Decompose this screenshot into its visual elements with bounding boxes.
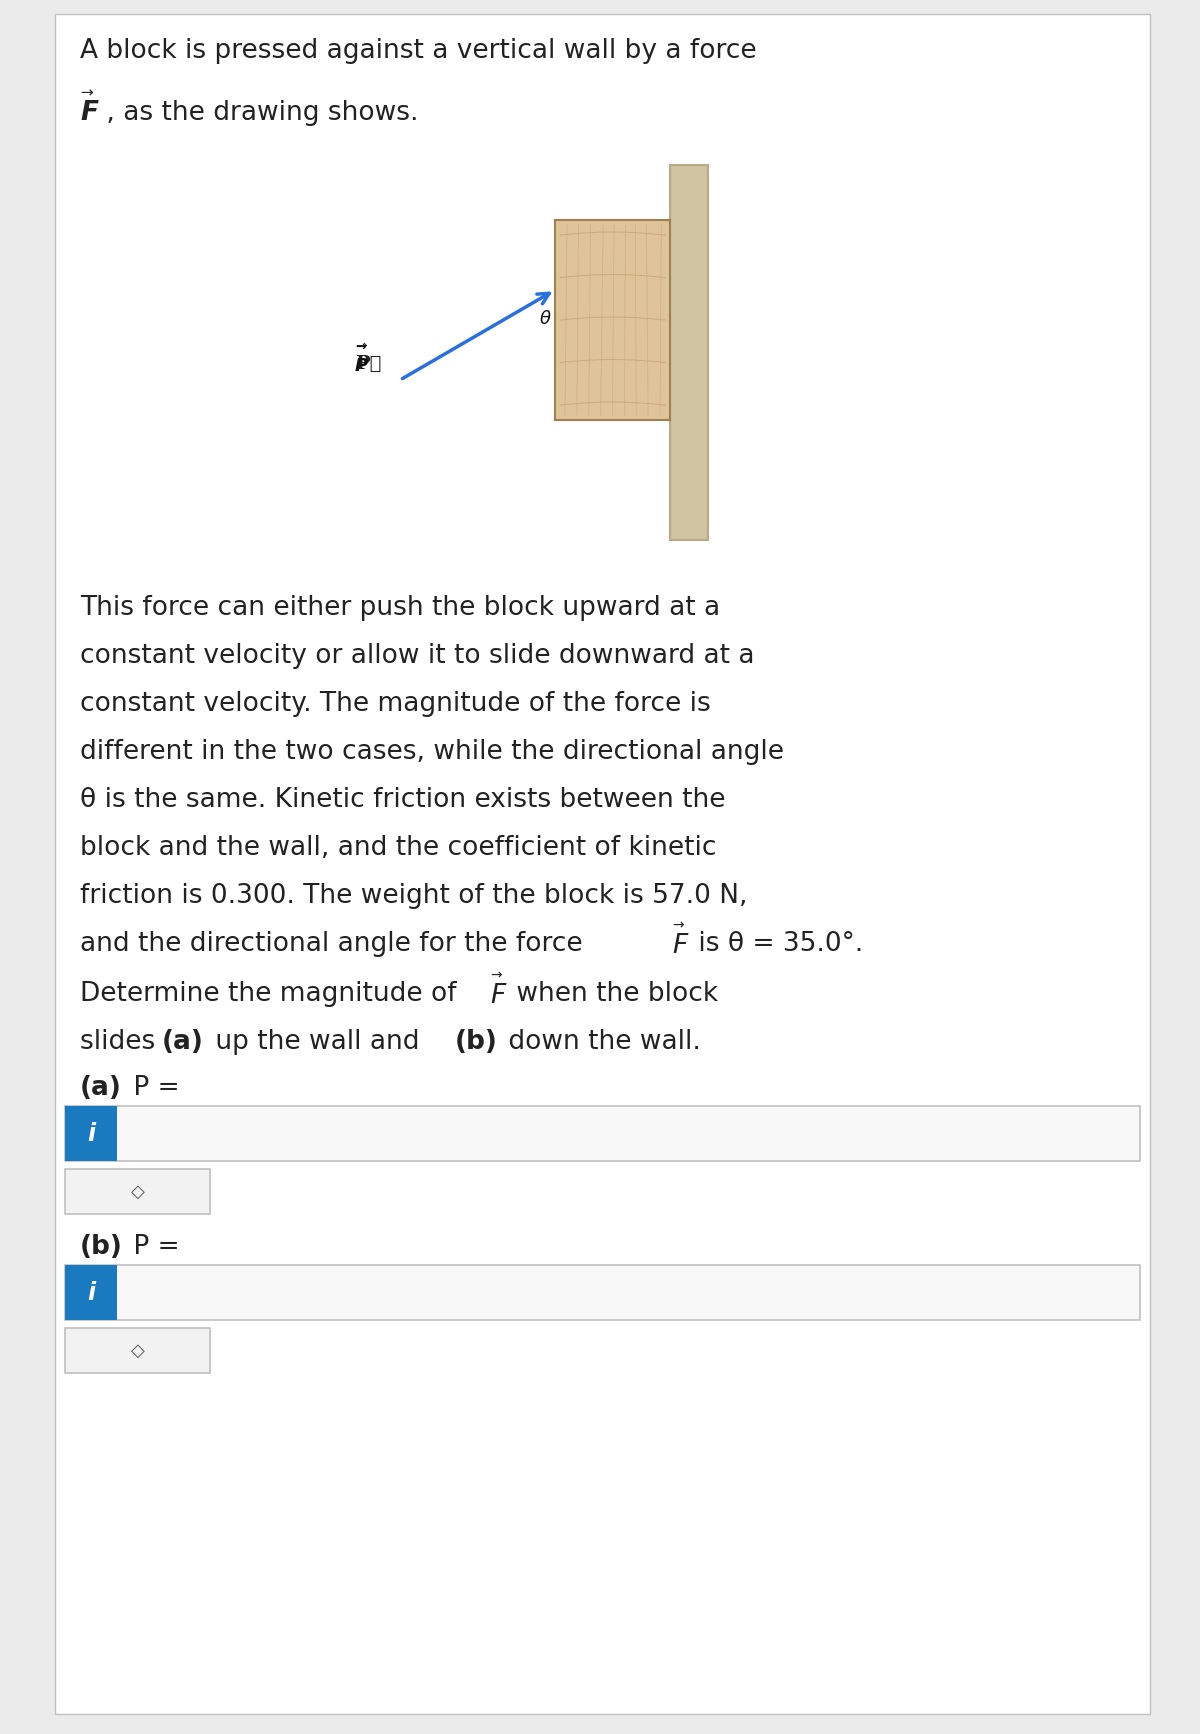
Text: ◇: ◇ (131, 1183, 144, 1200)
Bar (65, 1106, 1140, 1162)
Text: i: i (86, 1122, 95, 1146)
Text: (b): (b) (80, 1235, 122, 1261)
Bar (554, 220, 670, 420)
Text: A block is pressed against a vertical wall by a force: A block is pressed against a vertical wa… (80, 38, 757, 64)
Text: i: i (86, 1281, 95, 1306)
Text: Determine the magnitude of: Determine the magnitude of (80, 981, 466, 1007)
Text: F: F (80, 101, 98, 127)
Text: P: P (355, 357, 368, 375)
Text: constant velocity. The magnitude of the force is: constant velocity. The magnitude of the … (80, 692, 710, 716)
Text: constant velocity or allow it to slide downward at a: constant velocity or allow it to slide d… (80, 643, 755, 669)
Text: and the directional angle for the force: and the directional angle for the force (80, 931, 592, 957)
Text: (a): (a) (80, 1075, 122, 1101)
Text: F: F (490, 983, 505, 1009)
Text: up the wall and: up the wall and (208, 1030, 428, 1056)
Bar (65, 1266, 118, 1320)
Text: friction is 0.300. The weight of the block is 57.0 N,: friction is 0.300. The weight of the blo… (80, 883, 748, 909)
Text: →: → (355, 340, 367, 354)
Text: θ is the same. Kinetic friction exists between the: θ is the same. Kinetic friction exists b… (80, 787, 726, 813)
Text: block and the wall, and the coefficient of kinetic: block and the wall, and the coefficient … (80, 836, 716, 862)
Text: P⃗: P⃗ (355, 355, 382, 373)
Bar (65, 1328, 210, 1373)
Text: slides: slides (80, 1030, 163, 1056)
Bar (65, 1106, 118, 1162)
Text: →: → (490, 968, 502, 983)
Text: P =: P = (125, 1235, 180, 1261)
Text: F: F (672, 933, 688, 959)
Bar (65, 1266, 1140, 1320)
Text: (a): (a) (162, 1030, 204, 1056)
Text: P =: P = (125, 1075, 180, 1101)
Text: θ: θ (540, 310, 551, 328)
Bar (65, 1169, 210, 1214)
Text: →: → (80, 85, 92, 101)
Bar (670, 165, 708, 539)
Text: →: → (672, 917, 684, 931)
Text: →: → (355, 342, 366, 354)
Text: when the block: when the block (508, 981, 718, 1007)
Text: (b): (b) (455, 1030, 498, 1056)
Text: , as the drawing shows.: , as the drawing shows. (98, 101, 419, 127)
Text: down the wall.: down the wall. (500, 1030, 701, 1056)
Text: different in the two cases, while the directional angle: different in the two cases, while the di… (80, 739, 784, 765)
Text: This force can either push the block upward at a: This force can either push the block upw… (80, 595, 720, 621)
Text: is θ = 35.0°.: is θ = 35.0°. (690, 931, 863, 957)
Text: ◇: ◇ (131, 1342, 144, 1359)
